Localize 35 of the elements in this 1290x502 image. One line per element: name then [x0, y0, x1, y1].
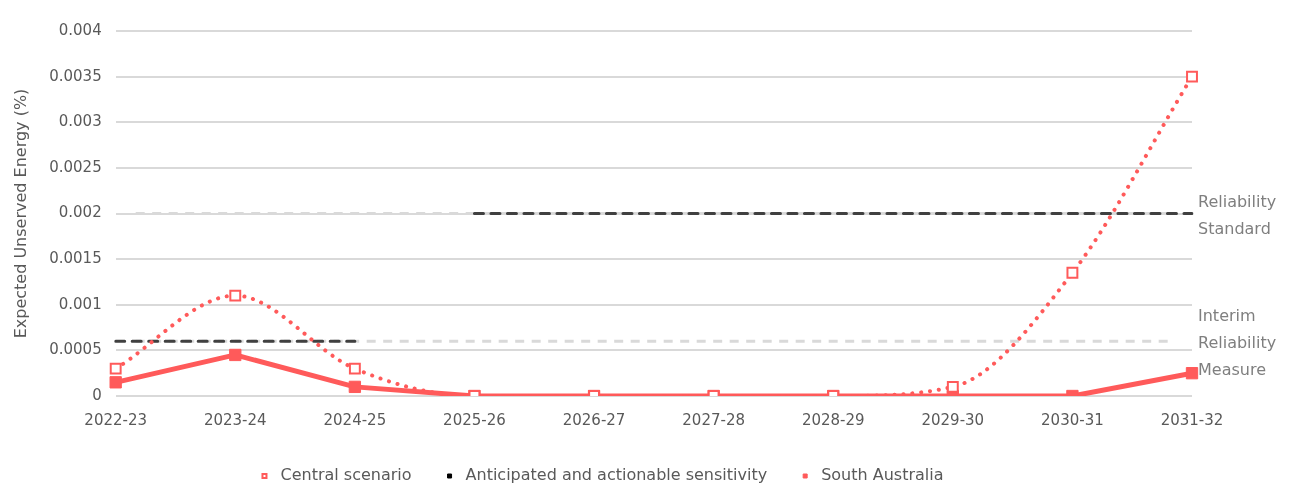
y-tick-label: 0.004	[58, 20, 102, 39]
x-tick-label: 2025-26	[443, 410, 506, 429]
x-tick-label: 2030-31	[1041, 410, 1104, 429]
ref-line-label: Reliability Standard	[1198, 192, 1277, 239]
legend-label: Central scenario	[280, 465, 412, 485]
y-tick-label: 0.0015	[49, 249, 102, 268]
x-tick-label: 2029-30	[921, 410, 985, 429]
ref-line-label: Interim Reliability Measure	[1198, 306, 1277, 380]
x-tick-label: 2026-27	[562, 410, 626, 429]
point	[1185, 367, 1199, 380]
point	[348, 362, 361, 375]
y-tick-label: 0.0025	[49, 157, 102, 176]
point	[229, 348, 242, 362]
point	[109, 376, 122, 389]
point	[1186, 70, 1198, 83]
x-tick-label: 2031-32	[1160, 410, 1224, 429]
y-tick-label: 0.003	[58, 112, 102, 131]
legend-label: Anticipated and actionable sensitivity	[465, 465, 768, 485]
x-tick-label: 2023-24	[203, 410, 267, 429]
legend-label: South Australia	[821, 465, 944, 485]
y-tick-label: 0.0005	[49, 340, 102, 359]
point	[946, 380, 959, 393]
y-tick-label: 0.001	[58, 294, 102, 313]
x-tick-label: 2028-29	[801, 410, 865, 429]
point	[1066, 266, 1079, 279]
x-tick-label: 2027-28	[682, 410, 745, 429]
y-tick-label: 0.002	[58, 203, 102, 222]
x-tick-label: 2022-23	[84, 410, 148, 429]
x-tick-label: 2024-25	[323, 410, 387, 429]
y-tick-label: 0	[92, 385, 102, 404]
point	[109, 362, 122, 375]
point	[229, 289, 242, 302]
point	[348, 380, 362, 394]
y-tick-label: 0.0035	[49, 66, 102, 85]
y-axis-title: Expected Unserved Energy (%)	[10, 88, 30, 339]
